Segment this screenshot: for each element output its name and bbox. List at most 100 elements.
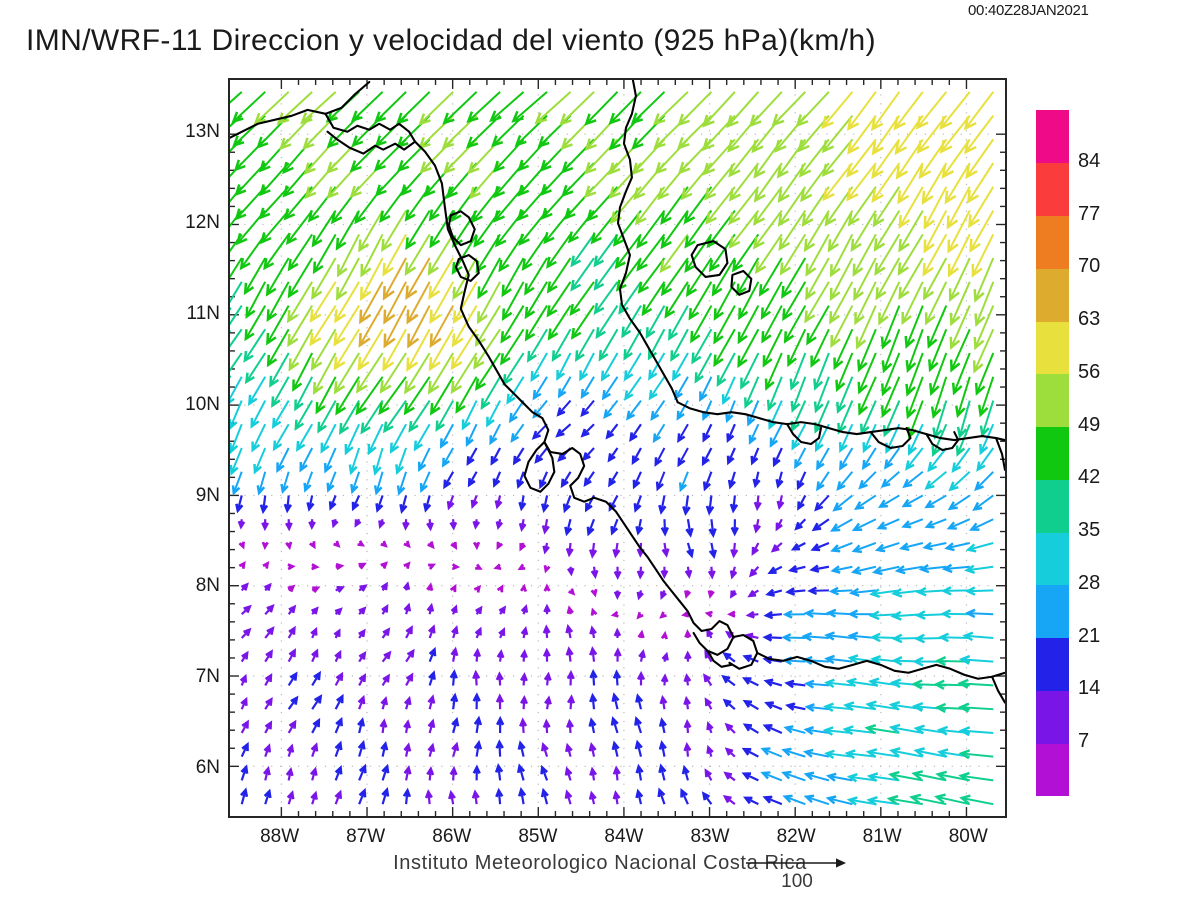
wind-barb [404, 695, 412, 710]
wind-barb [403, 376, 431, 416]
wind-barb [280, 471, 290, 495]
wind-barb [730, 519, 739, 537]
wind-barb [947, 494, 971, 511]
wind-barb [565, 542, 574, 558]
wind-barb [684, 629, 692, 639]
wind-barb [494, 495, 503, 510]
wind-barb [381, 650, 392, 663]
wind-barb [309, 305, 337, 347]
wind-barb [395, 447, 408, 475]
wind-barb [354, 518, 362, 528]
wind-barb [566, 669, 575, 686]
wind-barb [958, 654, 994, 665]
wind-barb [702, 423, 713, 443]
wind-barb [836, 471, 854, 492]
wind-barb [803, 794, 830, 806]
wind-barb [782, 610, 806, 619]
wind-barb [854, 281, 877, 326]
wind-barb [309, 766, 318, 781]
wind-barb [737, 328, 760, 369]
wind-barb [520, 672, 528, 686]
wind-barb [704, 610, 713, 618]
wind-barb [358, 562, 367, 570]
wind-barb [579, 352, 595, 382]
wind-barb [264, 673, 273, 686]
wind-barb [623, 352, 642, 382]
wind-barb [426, 766, 435, 781]
wind-barb [230, 257, 243, 287]
wind-barb [803, 608, 829, 618]
colorbar-band [1036, 321, 1069, 375]
colorbar-band [1036, 690, 1069, 744]
wind-barb [633, 495, 643, 513]
wind-barb [901, 281, 924, 326]
wind-barb [824, 654, 853, 665]
wind-barb [676, 400, 689, 421]
wind-barb [245, 281, 267, 319]
wind-barb [613, 566, 622, 581]
wind-barb [383, 305, 407, 349]
wind-barb [251, 423, 267, 453]
wind-barb [785, 702, 806, 711]
wind-barb [264, 720, 273, 734]
wind-barb [477, 257, 501, 300]
wind-barb [261, 541, 269, 550]
wind-barb [560, 471, 572, 489]
wind-barb [264, 649, 273, 663]
wind-barb [682, 495, 691, 517]
wind-barb [294, 400, 314, 431]
wind-barb [542, 542, 550, 555]
wind-barb [634, 716, 643, 734]
wind-barb [565, 623, 574, 639]
wind-barb [356, 352, 384, 394]
wind-barb [680, 787, 689, 805]
wind-barb [334, 649, 342, 663]
wind-barb [310, 742, 319, 757]
wind-barb [742, 699, 759, 711]
wind-barb [375, 495, 384, 513]
wind-barb [520, 604, 529, 615]
wind-barb [230, 376, 243, 404]
wind-barb [658, 495, 667, 515]
wind-barb [540, 787, 549, 805]
wind-barb [785, 587, 806, 596]
wind-barb [791, 423, 807, 451]
wind-barb [381, 603, 389, 615]
wind-barb [518, 495, 527, 512]
wind-barb [317, 400, 337, 434]
wind-barb [978, 376, 995, 418]
wind-barb [427, 718, 436, 734]
wind-barb [358, 763, 367, 781]
wind-barb [501, 281, 525, 322]
wind-barb [645, 305, 666, 339]
wind-barb [638, 649, 646, 662]
wind-barb [520, 648, 528, 662]
wind-barb [962, 631, 994, 642]
wind-barb [428, 328, 455, 372]
wind-barb [450, 328, 478, 371]
wind-barb [797, 494, 807, 511]
wind-barb [702, 673, 713, 687]
wind-barb [610, 716, 619, 734]
wind-barb [707, 566, 716, 580]
wind-barb [519, 717, 528, 734]
wind-barb [449, 583, 457, 593]
wind-barb [426, 519, 434, 532]
wind-barb [842, 725, 876, 736]
wind-barb [486, 400, 501, 428]
wind-barb [891, 587, 923, 598]
wind-barb [828, 586, 853, 596]
wind-barb [546, 233, 572, 269]
wind-barb [493, 563, 502, 570]
wind-barb [690, 305, 713, 344]
wind-barb [357, 540, 366, 547]
wind-barb [601, 376, 619, 401]
wind-barb [886, 794, 923, 806]
wind-barb [564, 789, 573, 805]
wind-barb [658, 763, 667, 781]
wind-barb [243, 257, 267, 296]
wind-barb [240, 719, 249, 734]
timestamp-label: 00:40Z28JAN2021 [968, 2, 1089, 19]
wind-barb [931, 423, 948, 458]
